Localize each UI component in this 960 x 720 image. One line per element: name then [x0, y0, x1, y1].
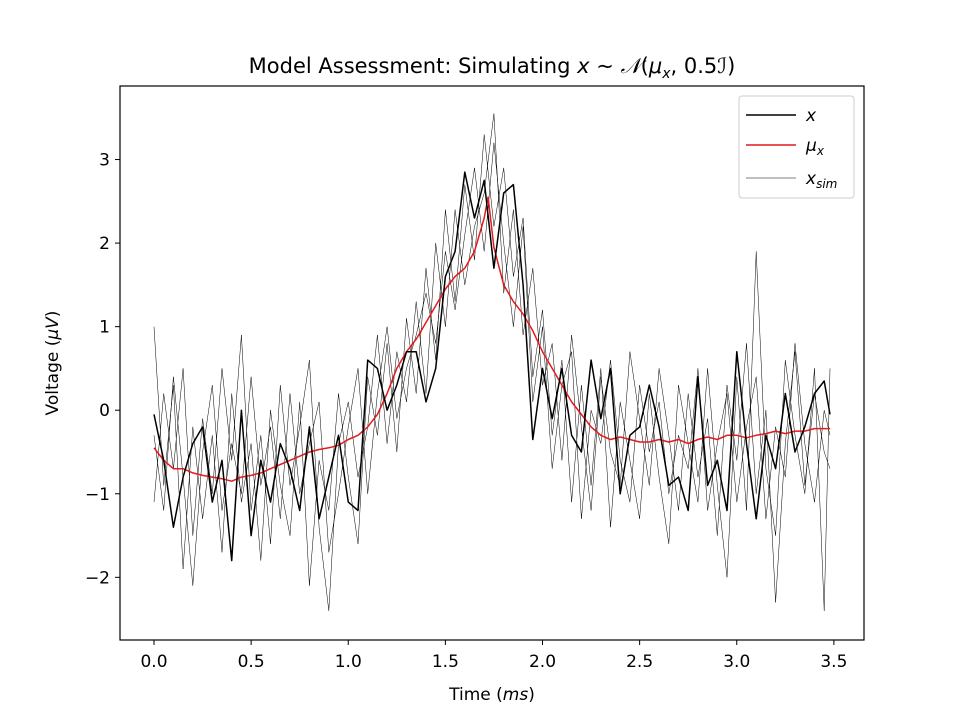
x-tick-label: 3.0	[723, 652, 750, 672]
x-tick-label: 0.0	[140, 652, 167, 672]
series-line-x	[153, 171, 831, 562]
y-tick-label: 1	[99, 318, 110, 338]
y-tick-label: 0	[99, 401, 110, 421]
series-line-sim2	[153, 113, 831, 612]
y-tick-label: 3	[99, 151, 110, 171]
plot-area	[153, 113, 831, 612]
y-axis-label: Voltage (μV)	[43, 311, 63, 416]
y-tick-label: −2	[85, 568, 110, 588]
legend-label-mu: μx	[805, 136, 825, 158]
x-tick-label: 1.5	[432, 652, 459, 672]
legend: x μx xsim	[738, 95, 855, 199]
y-tick-label: −1	[85, 485, 110, 505]
x-tick-label: 2.0	[529, 652, 556, 672]
series-line-sim	[153, 134, 831, 612]
legend-label-sim: xsim	[805, 169, 837, 191]
y-axis: −2 −1 0 1 2 3	[85, 151, 120, 588]
series-line-mu	[153, 196, 830, 482]
y-tick-label: 2	[99, 234, 110, 254]
chart-title: Model Assessment: Simulating x ∼ 𝒩(μx, 0…	[249, 54, 736, 82]
x-axis-label: Time (ms)	[448, 685, 535, 705]
legend-label-x: x	[805, 106, 817, 126]
x-tick-label: 2.5	[626, 652, 653, 672]
plot-frame	[119, 85, 865, 641]
x-tick-label: 3.5	[820, 652, 847, 672]
series-layer	[153, 113, 831, 612]
x-tick-label: 1.0	[335, 652, 362, 672]
x-axis: 0.0 0.5 1.0 1.5 2.0 2.5 3.0 3.5	[140, 640, 847, 672]
series-line-sim3	[153, 142, 831, 586]
x-tick-label: 0.5	[238, 652, 265, 672]
legend-box	[738, 95, 855, 199]
